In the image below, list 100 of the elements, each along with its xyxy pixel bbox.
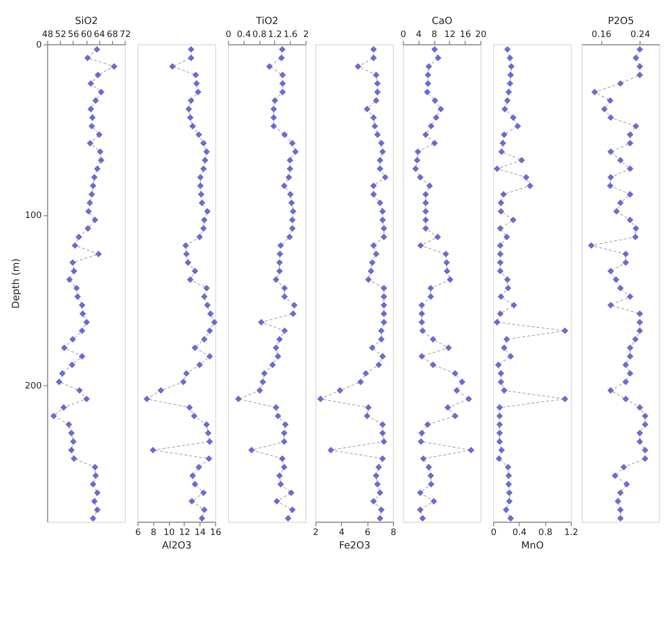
point <box>444 268 450 274</box>
x-axis-title: TiO2 <box>255 16 278 28</box>
point <box>72 242 78 249</box>
point <box>378 506 385 514</box>
point <box>642 446 648 454</box>
point <box>289 216 296 224</box>
point <box>281 327 288 334</box>
point <box>84 54 91 62</box>
point <box>56 378 62 386</box>
point <box>636 46 644 53</box>
point <box>375 464 382 470</box>
point <box>370 114 377 121</box>
point <box>276 336 283 343</box>
point <box>452 412 458 420</box>
point <box>503 336 510 343</box>
point <box>588 242 595 249</box>
point <box>374 88 381 96</box>
point <box>622 362 630 368</box>
point <box>200 293 208 300</box>
point <box>91 498 98 505</box>
point <box>200 216 208 224</box>
point <box>607 302 614 308</box>
point <box>196 464 202 470</box>
point <box>606 97 614 104</box>
point <box>193 80 200 87</box>
x-tick-label: 8 <box>150 528 157 538</box>
point <box>562 327 568 334</box>
point <box>376 156 384 164</box>
point <box>422 200 429 206</box>
point <box>372 472 380 479</box>
point <box>270 122 278 130</box>
point <box>636 72 644 78</box>
point <box>432 97 438 104</box>
point <box>188 97 194 104</box>
point <box>158 387 164 394</box>
point <box>192 72 200 78</box>
x-tick-label: 6 <box>135 528 142 538</box>
point <box>281 131 288 138</box>
point <box>606 182 614 190</box>
point <box>68 430 75 436</box>
point <box>110 63 118 70</box>
point <box>613 208 620 215</box>
point <box>607 114 614 121</box>
point <box>78 302 86 308</box>
point <box>418 310 426 317</box>
point <box>622 259 630 266</box>
point <box>617 284 624 292</box>
point <box>280 438 288 445</box>
point <box>518 156 525 164</box>
point <box>365 276 372 283</box>
point <box>496 412 503 420</box>
point <box>430 362 436 368</box>
point <box>428 480 434 488</box>
point <box>192 344 198 352</box>
point <box>607 387 614 394</box>
x-tick-label: 64 <box>94 30 106 40</box>
point <box>79 310 86 317</box>
point <box>420 455 427 462</box>
point <box>270 114 278 121</box>
point <box>258 318 265 326</box>
point <box>418 353 426 360</box>
point <box>364 412 370 420</box>
point <box>66 421 72 428</box>
point <box>607 148 614 155</box>
point <box>272 97 278 104</box>
point <box>202 156 208 164</box>
point <box>370 498 377 505</box>
point <box>416 174 424 181</box>
point <box>626 344 634 352</box>
point <box>66 276 73 283</box>
point <box>444 404 452 411</box>
point <box>380 318 388 326</box>
point <box>286 174 292 181</box>
point <box>442 250 450 258</box>
point <box>379 216 386 224</box>
point <box>187 114 194 121</box>
point <box>198 200 206 206</box>
x-tick-label: 0 <box>400 30 406 40</box>
point <box>328 446 334 454</box>
point <box>496 438 503 445</box>
point <box>169 63 176 70</box>
point <box>96 148 104 155</box>
point <box>506 80 514 87</box>
point <box>425 464 432 470</box>
x-axis-title: Fe2O3 <box>338 540 370 552</box>
point <box>88 191 96 198</box>
x-tick-label: 60 <box>80 30 92 40</box>
point <box>505 472 512 479</box>
point <box>281 293 288 300</box>
point <box>626 293 634 300</box>
point <box>500 131 508 138</box>
point <box>416 506 424 514</box>
point <box>94 46 100 53</box>
x-tick-label: 14 <box>194 528 206 538</box>
point <box>92 216 98 224</box>
point <box>378 336 385 343</box>
x-tick-label: 2 <box>313 528 319 538</box>
point <box>508 63 515 70</box>
point <box>92 464 98 470</box>
point <box>98 156 104 164</box>
